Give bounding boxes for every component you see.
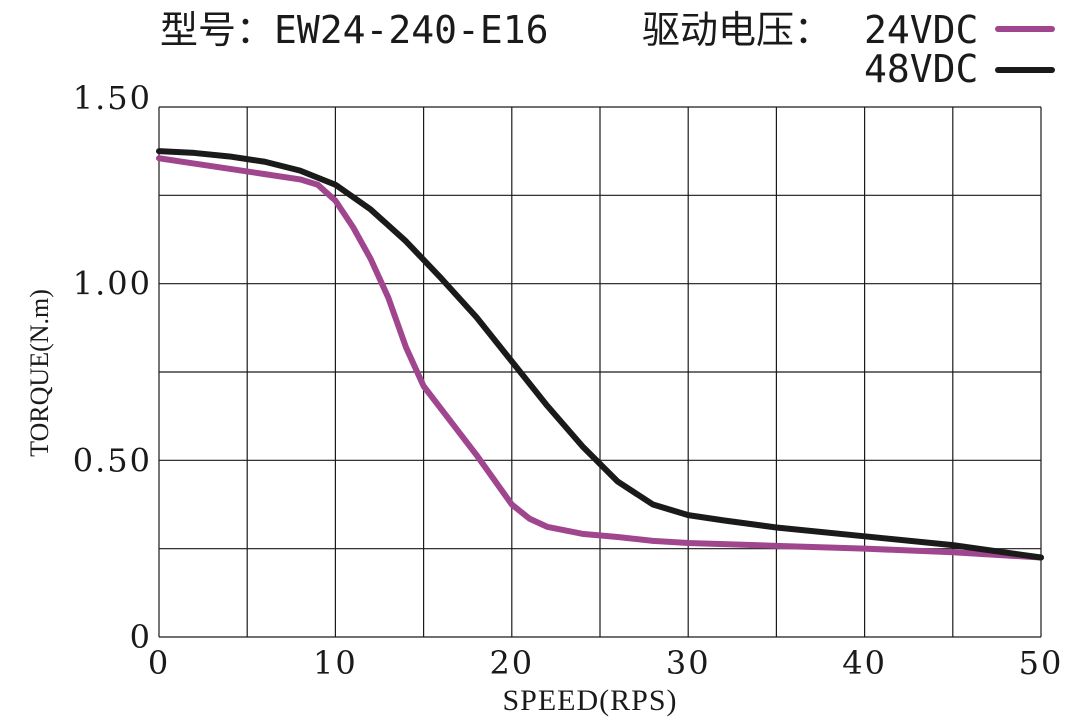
series-group	[156, 148, 1044, 561]
series-line-24vdc	[156, 155, 1044, 561]
y-axis-label: TORQUE(N.m)	[25, 289, 54, 457]
chart-grid	[158, 106, 1042, 638]
x-tick-label: 20	[489, 644, 534, 682]
x-tick-label: 0	[148, 644, 170, 682]
chart-title-voltage: 驱动电压：	[642, 8, 832, 52]
y-tick-label: 1.00	[73, 265, 152, 303]
x-tick-label: 30	[666, 644, 711, 682]
x-tick-label: 40	[842, 644, 887, 682]
y-tick-label: 0.50	[73, 441, 152, 479]
legend-label-48vdc: 48VDC	[864, 47, 978, 91]
legend: 24VDC 48VDC	[864, 8, 1055, 91]
x-tick-label: 50	[1019, 644, 1064, 682]
x-tick-label: 10	[313, 644, 358, 682]
y-tick-label: 1.50	[73, 79, 152, 117]
x-axis-label: SPEED(RPS)	[502, 684, 677, 717]
legend-label-24vdc: 24VDC	[864, 8, 978, 52]
y-tick-label: 0	[130, 618, 152, 656]
chart-title-model: 型号：EW24-240-E16	[160, 8, 549, 52]
x-axis-ticks: 0 10 20 30 40 50	[148, 644, 1064, 682]
series-line-48vdc	[156, 148, 1044, 561]
y-axis-ticks: 0 0.50 1.00 1.50	[73, 79, 152, 656]
